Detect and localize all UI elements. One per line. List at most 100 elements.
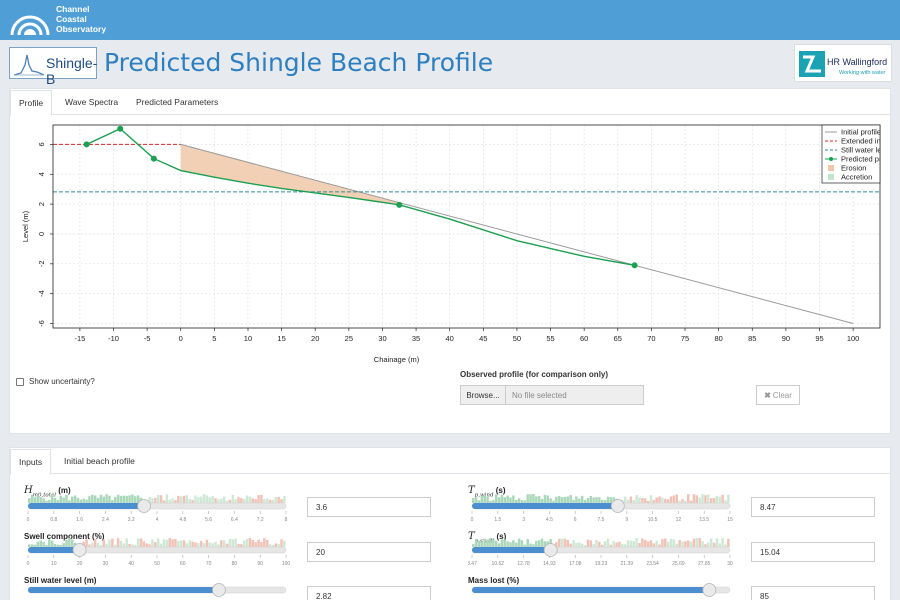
slider-histogram-bar: [162, 500, 166, 503]
tp-wind-value-input[interactable]: 8.47: [751, 497, 875, 517]
slider-histogram-bar: [116, 494, 120, 503]
slider-histogram-bar: [603, 541, 607, 547]
slider-histogram-bar: [721, 494, 724, 503]
predicted-profile-point: [396, 201, 403, 208]
show-uncertainty-checkbox[interactable]: Show uncertainty?: [16, 377, 95, 386]
slider-histogram-bar: [515, 542, 518, 547]
slider-histogram-bar: [566, 496, 570, 503]
slider-handle[interactable]: [212, 583, 226, 597]
inputs-tabs: Inputs Initial beach profile: [10, 448, 890, 475]
slider-histogram-bar: [629, 496, 633, 503]
slider-tick-label: 4.5: [546, 517, 553, 523]
x-tick-label: 90: [782, 334, 790, 343]
clear-button[interactable]: ✖ Clear: [756, 385, 800, 405]
swl-slider[interactable]: [24, 580, 292, 600]
observed-file-input[interactable]: Browse... No file selected: [460, 385, 644, 405]
h-value-input[interactable]: 3.6: [307, 497, 431, 517]
slider-histogram-bar: [220, 540, 223, 547]
legend-marker: [829, 157, 833, 161]
slider-handle[interactable]: [543, 543, 558, 557]
beach-profile-chart: -15 -10 -5 0 5 10 15 20 25 30 35 40 45 50 55 60 65 70 75 80…: [21, 124, 881, 364]
file-name-field[interactable]: No file selected: [506, 385, 644, 405]
profile-panel: Profile Wave Spectra Predicted Parameter…: [9, 88, 891, 434]
slider-histogram-bar: [214, 498, 217, 503]
slider-handle[interactable]: [72, 543, 87, 557]
slider-histogram-bar: [472, 544, 475, 547]
slider-tick-label: 6.4: [231, 517, 238, 523]
h-slider[interactable]: 0 0.8 1.6 2.4 3.2 4 4.8 5.6 6.4 7.2 8: [24, 492, 292, 526]
slider-histogram-bar: [583, 544, 587, 547]
slider-histogram-bar: [188, 499, 191, 503]
slider-histogram-bar: [194, 495, 197, 503]
hr-wallingford-mark-icon: [799, 51, 825, 77]
slider-histogram-bar: [707, 494, 710, 503]
tp-wind-slider[interactable]: 0 1.5 3 4.5 6 7.5 9 10.5 12 13.5 15: [468, 492, 736, 526]
x-tick-label: -15: [74, 334, 85, 343]
slider-histogram-bar: [162, 539, 166, 547]
slider-histogram-bar: [635, 538, 638, 547]
tab-inputs[interactable]: Inputs: [10, 449, 52, 475]
slider-histogram-bar: [159, 543, 163, 547]
slider-handle[interactable]: [137, 499, 151, 513]
browse-button[interactable]: Browse...: [460, 385, 506, 405]
x-tick-label: 45: [479, 334, 487, 343]
slider-histogram-bar: [609, 544, 613, 547]
slider-histogram-bar: [474, 497, 478, 503]
slider-histogram-bar: [71, 496, 74, 503]
tab-predicted-parameters[interactable]: Predicted Parameters: [136, 97, 219, 107]
swell-slider[interactable]: 0 10 20 30 40 50 60 70 80 90 100: [24, 536, 292, 570]
checkbox-box[interactable]: [16, 377, 24, 386]
slider-histogram-bar: [274, 497, 277, 503]
x-tick-label: 80: [714, 334, 722, 343]
slider-histogram-bar: [655, 540, 658, 547]
slider-histogram-bar: [265, 539, 269, 547]
slider-histogram-bar: [701, 541, 704, 547]
slider-histogram-bar: [543, 494, 547, 503]
tab-wave-spectra[interactable]: Wave Spectra: [65, 97, 119, 107]
slider-tick-label: 0: [27, 561, 30, 567]
slider-histogram-bar: [477, 540, 481, 547]
slider-histogram-bar: [695, 495, 699, 503]
slider-tick-label: 12.78: [517, 561, 530, 567]
slider-histogram-bar: [260, 542, 263, 547]
slider-histogram-bar: [589, 495, 592, 503]
tp-swell-slider[interactable]: 8.47 10.62 12.78 14.93 17.08 19.23 21.39 23.54 2…: [468, 536, 736, 570]
slider-histogram-bar: [157, 494, 160, 503]
slider-histogram-bar: [214, 541, 217, 547]
slider-histogram-bar: [108, 495, 111, 503]
slider-histogram-bar: [535, 496, 538, 503]
slider-histogram-bar: [28, 544, 31, 547]
slider-histogram-bar: [62, 543, 65, 547]
x-tick-label: 0: [179, 334, 183, 343]
tp-swell-value-input[interactable]: 15.04: [751, 542, 875, 562]
swl-value-input[interactable]: 2.82: [307, 586, 431, 600]
legend-label: Initial profile: [841, 128, 881, 137]
slider-histogram-bar: [217, 499, 220, 503]
slider-histogram-bar: [472, 497, 475, 503]
slider-histogram-bar: [692, 494, 696, 503]
slider-handle[interactable]: [702, 583, 717, 597]
slider-histogram-bar: [489, 538, 492, 547]
erosion-area: [180, 144, 400, 205]
slider-histogram-bar: [62, 497, 65, 503]
slider-histogram-bar: [509, 542, 512, 547]
swell-label: Swell component (%): [24, 532, 105, 541]
slider-histogram-bar: [635, 495, 638, 503]
slider-histogram-bar: [131, 544, 134, 547]
slider-histogram-bar: [157, 538, 160, 547]
mass-lost-slider[interactable]: [468, 580, 736, 600]
slider-histogram-bar: [271, 499, 275, 503]
slider-histogram-bar: [520, 540, 524, 547]
slider-histogram-bar: [122, 495, 126, 503]
slider-histogram-bar: [197, 497, 200, 503]
slider-histogram-bar: [82, 541, 85, 547]
y-tick-label: 4: [37, 172, 46, 176]
tab-profile[interactable]: Profile: [10, 90, 53, 116]
slider-histogram-bar: [122, 543, 126, 547]
tab-initial-beach-profile[interactable]: Initial beach profile: [64, 456, 135, 466]
slider-handle[interactable]: [610, 499, 625, 513]
swell-value-input[interactable]: 20: [307, 542, 431, 562]
slider-histogram-bar: [492, 500, 495, 503]
mass-lost-value-input[interactable]: 85: [751, 586, 875, 600]
slider-histogram-bar: [174, 538, 177, 547]
